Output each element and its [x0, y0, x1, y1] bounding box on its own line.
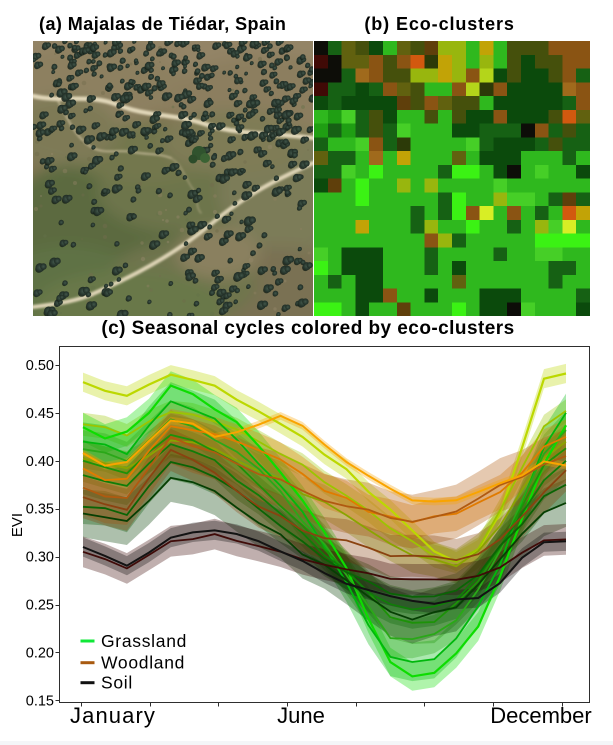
svg-text:Woodland: Woodland [101, 653, 185, 673]
svg-text:0.40: 0.40 [26, 454, 54, 470]
svg-text:Soil: Soil [101, 673, 133, 693]
svg-text:0.35: 0.35 [26, 502, 54, 518]
svg-text:0.20: 0.20 [26, 646, 54, 662]
svg-text:0.25: 0.25 [26, 598, 54, 614]
svg-text:June: June [277, 703, 325, 728]
svg-text:December: December [490, 703, 591, 728]
svg-text:Grassland: Grassland [101, 631, 187, 651]
svg-text:0.15: 0.15 [26, 693, 54, 709]
svg-text:0.30: 0.30 [26, 550, 54, 566]
svg-text:EVI: EVI [9, 513, 26, 537]
svg-text:January: January [70, 703, 156, 728]
svg-text:(c) Seasonal cycles colored by: (c) Seasonal cycles colored by eco-clust… [101, 318, 514, 339]
svg-text:0.45: 0.45 [26, 406, 54, 422]
svg-text:0.50: 0.50 [26, 358, 54, 374]
